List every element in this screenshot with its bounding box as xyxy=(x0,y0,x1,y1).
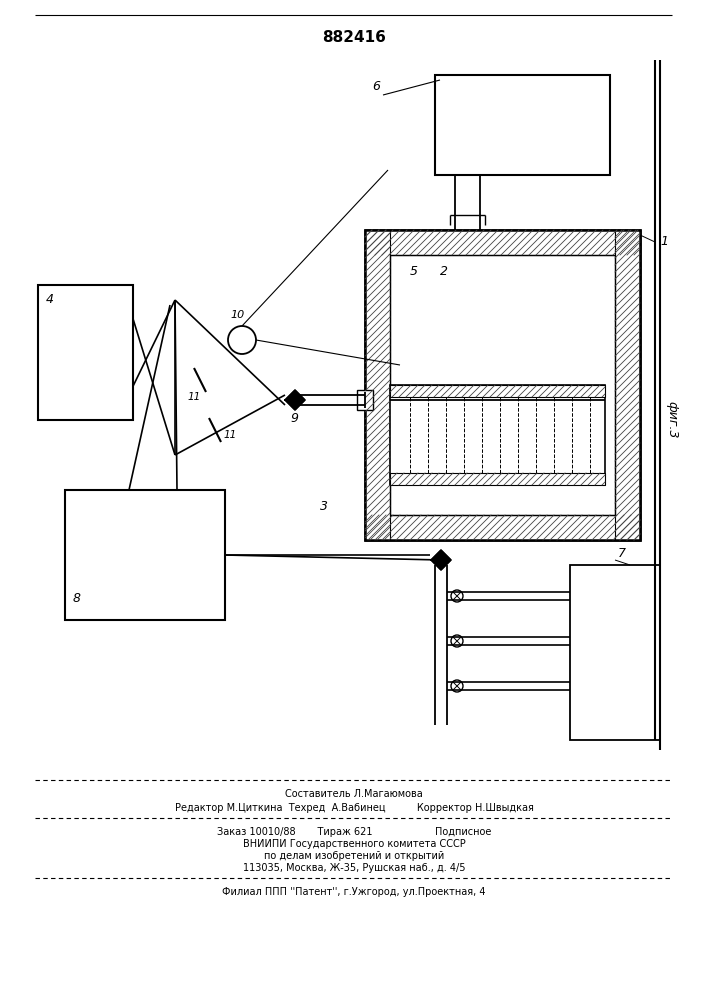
Text: ВНИИПИ Государственного комитета СССР: ВНИИПИ Государственного комитета СССР xyxy=(243,839,465,849)
Text: 10: 10 xyxy=(230,310,244,320)
Bar xyxy=(615,230,640,540)
Bar xyxy=(365,230,640,540)
Text: фиг.3: фиг.3 xyxy=(665,401,679,439)
Text: 2: 2 xyxy=(440,265,448,278)
Text: 11: 11 xyxy=(223,430,236,440)
Bar xyxy=(390,385,605,485)
Circle shape xyxy=(228,326,256,354)
Text: 5: 5 xyxy=(410,265,418,278)
Text: 11: 11 xyxy=(188,392,201,402)
Bar xyxy=(390,255,615,515)
Text: Составитель Л.Магаюмова: Составитель Л.Магаюмова xyxy=(285,789,423,799)
Circle shape xyxy=(451,635,463,647)
Bar xyxy=(365,230,640,540)
Text: 8: 8 xyxy=(73,592,81,605)
Text: Заказ 10010/88       Тираж 621                    Подписное: Заказ 10010/88 Тираж 621 Подписное xyxy=(217,827,491,837)
Bar xyxy=(390,473,605,485)
Bar xyxy=(435,75,610,175)
Text: 6: 6 xyxy=(372,80,380,93)
Polygon shape xyxy=(431,550,451,570)
Text: 882416: 882416 xyxy=(322,29,386,44)
Text: 4: 4 xyxy=(46,293,54,306)
Bar xyxy=(365,230,640,255)
Text: Филиал ППП ''Патент'', г.Ужгород, ул.Проектная, 4: Филиал ППП ''Патент'', г.Ужгород, ул.Про… xyxy=(222,887,486,897)
Text: Редактор М.Циткина  Техред  А.Вабинец          Корректор Н.Швыдкая: Редактор М.Циткина Техред А.Вабинец Корр… xyxy=(175,803,534,813)
Bar xyxy=(38,285,133,420)
Polygon shape xyxy=(285,390,305,410)
Text: 1: 1 xyxy=(660,235,668,248)
Text: 7: 7 xyxy=(618,547,626,560)
Circle shape xyxy=(451,590,463,602)
Text: по делам изобретений и открытий: по делам изобретений и открытий xyxy=(264,851,444,861)
Bar xyxy=(65,490,225,620)
Circle shape xyxy=(451,680,463,692)
Bar xyxy=(365,230,390,540)
Text: 3: 3 xyxy=(320,500,328,513)
Bar xyxy=(390,385,605,397)
Text: 9: 9 xyxy=(290,412,298,425)
Bar xyxy=(570,565,660,740)
Bar xyxy=(357,390,373,410)
Text: 113035, Москва, Ж-35, Рушская наб., д. 4/5: 113035, Москва, Ж-35, Рушская наб., д. 4… xyxy=(243,863,465,873)
Bar xyxy=(365,515,640,540)
